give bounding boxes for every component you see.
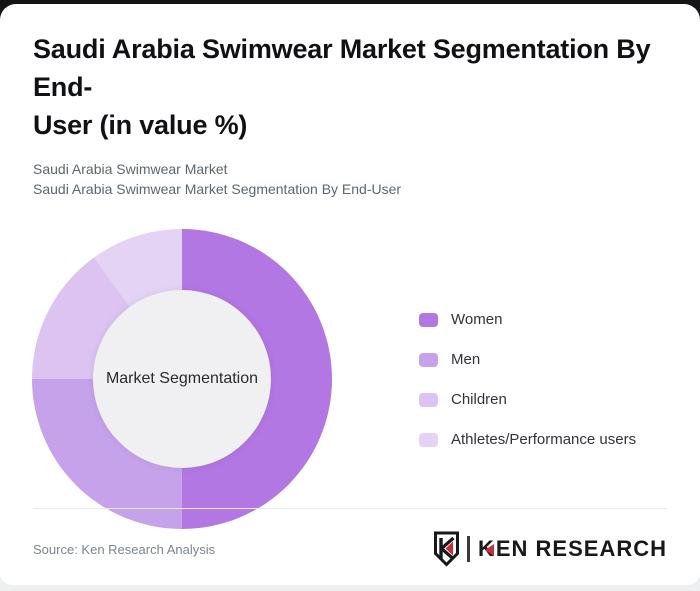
footer-divider	[33, 508, 667, 509]
source-text: Source: Ken Research Analysis	[33, 541, 216, 557]
donut-center: Market Segmentation	[93, 290, 271, 468]
legend-item-athletes: Athletes/Performance users	[419, 431, 636, 448]
page-title-line-2: User (in value %)	[33, 110, 248, 140]
legend-label-women: Women	[451, 311, 503, 328]
legend-swatch-athletes	[419, 432, 438, 447]
legend-label-men: Men	[451, 351, 481, 368]
page-title-line-1: Saudi Arabia Swimwear Market Segmentatio…	[33, 34, 651, 102]
subtitle: Saudi Arabia Swimwear Market Saudi Arabi…	[33, 159, 667, 199]
subtitle-line-2: Saudi Arabia Swimwear Market Segmentatio…	[33, 181, 402, 197]
logo-wordmark: K EN RESEARCH	[478, 536, 667, 562]
logo-red-triangle-icon	[484, 544, 494, 556]
ken-research-logo: K EN RESEARCH	[433, 531, 667, 567]
donut-chart-wrap: Market Segmentation	[32, 229, 332, 529]
legend-swatch-children	[419, 392, 438, 407]
legend-item-children: Children	[419, 391, 636, 408]
logo-divider-bar	[466, 536, 470, 562]
legend-item-men: Men	[419, 351, 636, 368]
footer: Source: Ken Research Analysis K EN RESEA…	[33, 508, 667, 567]
legend-label-athletes: Athletes/Performance users	[451, 431, 637, 448]
subtitle-line-1: Saudi Arabia Swimwear Market	[33, 161, 228, 177]
ken-research-shield-icon	[433, 531, 459, 567]
report-card: Saudi Arabia Swimwear Market Segmentatio…	[0, 4, 700, 585]
donut-center-label: Market Segmentation	[105, 370, 259, 387]
page-title: Saudi Arabia Swimwear Market Segmentatio…	[33, 30, 667, 144]
legend-label-children: Children	[451, 391, 507, 408]
legend-swatch-women	[419, 312, 438, 327]
logo-text-rest: EN RESEARCH	[495, 536, 667, 561]
chart-legend: Women Men Children Athletes/Performance …	[419, 311, 636, 471]
legend-swatch-men	[419, 352, 438, 367]
chart-section: Market Segmentation Women Men Children A…	[32, 229, 667, 529]
legend-item-women: Women	[419, 311, 636, 328]
